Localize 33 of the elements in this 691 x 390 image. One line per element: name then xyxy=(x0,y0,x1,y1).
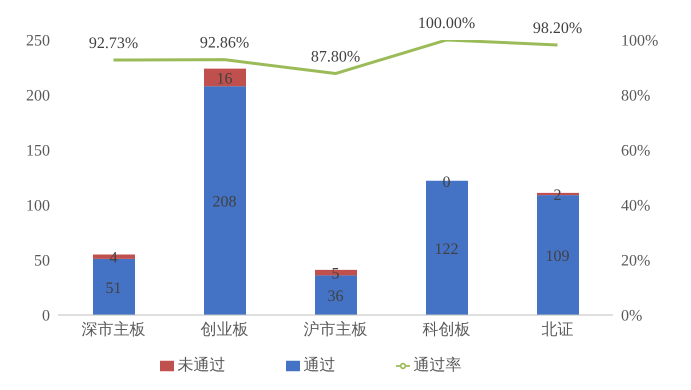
y2-tick-label: 0% xyxy=(621,308,642,325)
data-label: 87.80% xyxy=(310,48,360,66)
y2-tick-label: 100% xyxy=(621,32,658,50)
data-label: 16 xyxy=(216,70,232,88)
y-tick-label: 200 xyxy=(26,88,50,105)
bar xyxy=(204,86,246,315)
data-label: 98.20% xyxy=(532,20,582,37)
x-tick-label: 科创板 xyxy=(422,319,470,338)
bar xyxy=(204,68,246,86)
legend-label: 通过 xyxy=(304,355,336,374)
data-label: 122 xyxy=(434,240,458,258)
data-label: 51 xyxy=(106,280,122,297)
x-tick-label: 创业板 xyxy=(200,319,248,338)
x-tick-label: 沪市主板 xyxy=(304,319,368,338)
data-label: 92.73% xyxy=(88,34,138,52)
y2-tick-label: 60% xyxy=(621,142,650,160)
y2-tick-label: 80% xyxy=(621,88,650,105)
legend-label: 通过率 xyxy=(414,355,462,374)
y-tick-label: 250 xyxy=(26,32,50,50)
legend-label: 未通过 xyxy=(178,355,226,374)
data-label: 36 xyxy=(328,288,344,306)
x-tick-label: 北证 xyxy=(542,319,574,338)
data-label: 109 xyxy=(546,248,570,266)
data-label: 100.00% xyxy=(418,15,476,32)
data-label: 92.86% xyxy=(200,34,250,52)
data-label: 208 xyxy=(212,194,236,211)
x-tick-label: 深市主板 xyxy=(82,319,146,338)
y-tick-label: 0 xyxy=(42,308,50,325)
y-tick-label: 50 xyxy=(34,252,50,270)
y-tick-label: 100 xyxy=(26,198,50,215)
y-tick-label: 150 xyxy=(26,142,50,160)
y2-tick-label: 20% xyxy=(621,252,650,270)
y2-tick-label: 40% xyxy=(621,198,650,215)
